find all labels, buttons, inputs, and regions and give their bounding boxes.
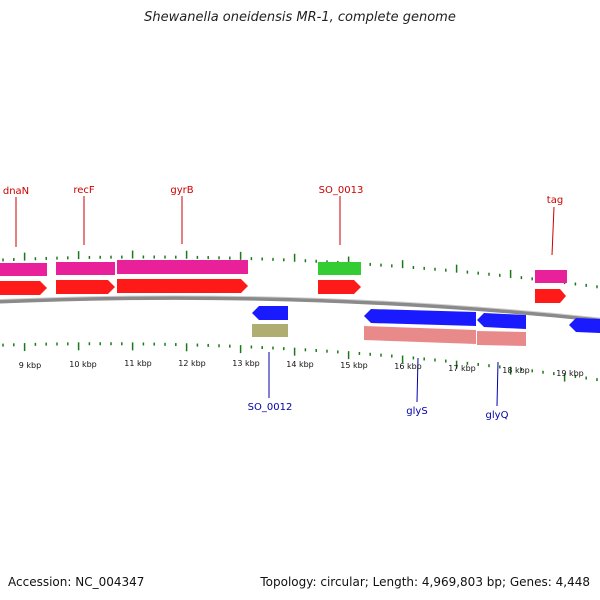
- accession-label: Accession: NC_004347: [8, 575, 145, 589]
- gene-tag-arrow: [535, 289, 566, 303]
- map-title: Shewanella oneidensis MR-1, complete gen…: [144, 10, 456, 25]
- cds-glyQ-pink: [477, 331, 526, 346]
- genome-summary: Topology: circular; Length: 4,969,803 bp…: [260, 575, 590, 589]
- cds-tag-pink: [535, 270, 567, 283]
- scale-label-16kbp: 16 kbp: [394, 362, 422, 371]
- gene-SO_0013-arrow: [318, 280, 361, 294]
- label-leader-lines: [15, 196, 555, 407]
- feature-SO_0012-olive: [252, 324, 288, 337]
- gene-SO_0012-arrow: [252, 306, 288, 320]
- label-gyrB: gyrB: [170, 185, 193, 196]
- label-glyQ: glyQ: [486, 410, 509, 421]
- label-tag: tag: [547, 195, 563, 206]
- cds-recF-pink: [56, 262, 115, 275]
- gene-recF-arrow: [56, 280, 115, 294]
- outer-tick-marks: [2, 250, 598, 289]
- label-dnaN: dnaN: [3, 186, 29, 197]
- gene-glyQ-arrow: [477, 313, 526, 329]
- gene-gyrB-arrow: [117, 279, 248, 293]
- genome-backbone: [0, 295, 600, 322]
- leader-glyS: [416, 357, 419, 403]
- scale-label-12kbp: 12 kbp: [178, 359, 206, 368]
- scale-label-13kbp: 13 kbp: [232, 359, 260, 368]
- scale-label-18kbp: 18 kbp: [502, 366, 530, 375]
- label-glyS: glyS: [406, 406, 427, 417]
- gene-dnaN-arrow: [0, 281, 47, 295]
- scale-label-19kbp: 19 kbp: [556, 369, 584, 378]
- label-SO_0012: SO_0012: [248, 402, 293, 413]
- label-SO_0013: SO_0013: [319, 185, 364, 196]
- cds-gyrB-pink: [117, 260, 248, 274]
- gene-right-edge-arrow: [569, 318, 600, 333]
- scale-label-14kbp: 14 kbp: [286, 360, 314, 369]
- scale-label-10kbp: 10 kbp: [69, 360, 97, 369]
- cds-dnaN-pink: [0, 263, 47, 276]
- genome-backbone-highlight: [0, 295, 600, 319]
- rna-SO_0013-green: [318, 262, 361, 275]
- scale-label-9kbp: 9 kbp: [19, 361, 41, 370]
- label-recF: recF: [73, 185, 95, 196]
- reverse-strand-features: [252, 306, 600, 346]
- scale-label-17kbp: 17 kbp: [448, 364, 476, 373]
- leader-glyQ: [496, 361, 499, 407]
- scale-label-11kbp: 11 kbp: [124, 359, 152, 368]
- scale-label-15kbp: 15 kbp: [340, 361, 368, 370]
- leader-tag: [551, 206, 555, 256]
- forward-strand-features: [0, 260, 567, 303]
- gene-glyS-arrow: [364, 309, 476, 326]
- inner-tick-marks: [2, 342, 598, 382]
- cds-glyS-pink: [364, 326, 476, 344]
